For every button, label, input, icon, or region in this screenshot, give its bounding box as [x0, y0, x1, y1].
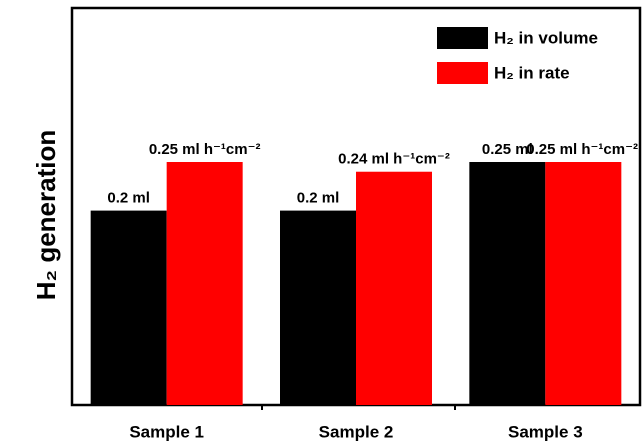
value-label: 0.2 ml [297, 190, 340, 207]
value-label: 0.25 ml h⁻¹cm⁻² [526, 141, 638, 158]
bar [545, 162, 622, 405]
bar [166, 162, 243, 405]
bar [469, 162, 546, 405]
bar [356, 171, 432, 405]
value-label: 0.24 ml h⁻¹cm⁻² [338, 151, 450, 168]
legend-swatch [437, 62, 488, 84]
legend-label: H₂ in volume [494, 28, 598, 47]
bar [280, 210, 356, 405]
value-label: 0.2 ml [107, 190, 150, 207]
y-axis-label: H₂ generation [31, 130, 61, 300]
value-label: 0.25 ml [482, 141, 533, 158]
legend-swatch [437, 27, 488, 49]
x-tick-label: Sample 1 [129, 422, 204, 441]
x-tick-label: Sample 2 [319, 422, 394, 441]
value-label: 0.25 ml h⁻¹cm⁻² [149, 141, 261, 158]
bar [90, 210, 167, 405]
legend-label: H₂ in rate [494, 63, 570, 82]
x-tick-label: Sample 3 [508, 422, 583, 441]
